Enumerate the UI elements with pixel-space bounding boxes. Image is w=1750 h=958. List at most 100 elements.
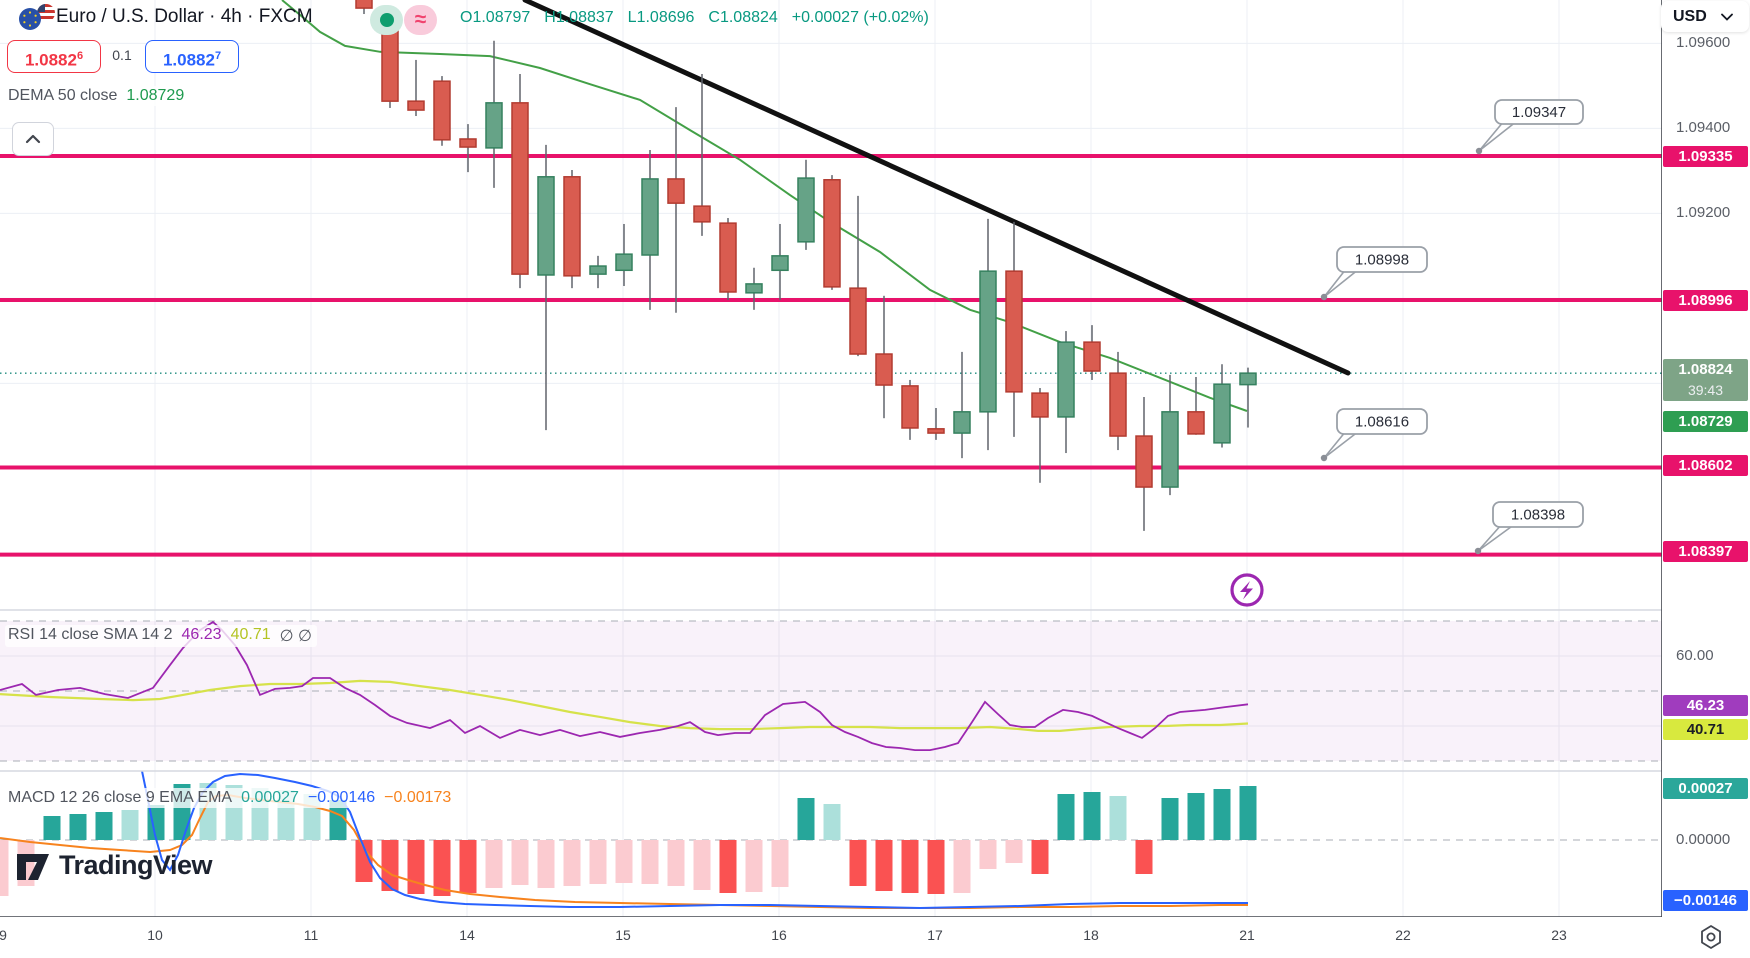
candle-down[interactable] <box>901 385 919 429</box>
time-axis-label[interactable]: 23 <box>1551 927 1567 943</box>
tradingview-watermark: TradingView <box>16 850 213 881</box>
macd-histogram-bar <box>953 840 971 893</box>
candle-down[interactable] <box>1031 392 1049 418</box>
macd-histogram-bar <box>511 840 529 885</box>
time-axis-label[interactable]: 15 <box>615 927 631 943</box>
candle-up[interactable] <box>641 178 659 256</box>
rsi-legend-label: RSI 14 close SMA 14 2 <box>8 626 173 643</box>
candle-down[interactable] <box>1135 435 1153 488</box>
time-axis-label[interactable]: 21 <box>1239 927 1255 943</box>
watermark-text: TradingView <box>59 850 213 880</box>
dema-50-line[interactable] <box>281 0 1248 412</box>
time-axis[interactable]: 9 10 11 14 15 16 17 18 21 22 23 <box>0 917 1750 958</box>
callout-anchor-dot <box>1474 547 1482 555</box>
candle-down[interactable] <box>823 179 841 288</box>
currency-selector[interactable]: USD <box>1661 1 1749 32</box>
signal-dot-marker[interactable] <box>370 5 403 35</box>
candle-down[interactable] <box>1005 270 1023 393</box>
price-badge: 1.08397 <box>1663 540 1748 562</box>
ohlc-close: C1.08824 <box>708 9 778 26</box>
candle-down[interactable] <box>511 102 529 275</box>
candle-up[interactable] <box>979 270 997 413</box>
candle-down[interactable] <box>407 100 425 111</box>
candle-down[interactable] <box>433 80 451 141</box>
candle-down[interactable] <box>927 428 945 434</box>
macd-histogram-bar <box>797 798 815 840</box>
macd-histogram-bar <box>485 840 503 888</box>
macd-histogram-bar <box>381 840 399 891</box>
callout-pointer <box>1478 120 1518 152</box>
candle-up[interactable] <box>797 177 815 243</box>
time-axis-label[interactable]: 10 <box>147 927 163 943</box>
candle-down[interactable] <box>849 287 867 355</box>
ohlc-readout: O1.08797 H1.08837 L1.08696 C1.08824 +0.0… <box>460 9 929 27</box>
candle-down[interactable] <box>1187 411 1205 435</box>
rsi-sma-line[interactable] <box>0 679 1249 732</box>
candle-up[interactable] <box>1161 411 1179 488</box>
collapse-pane-button[interactable] <box>12 122 54 156</box>
candle-down[interactable] <box>667 178 685 204</box>
price-callout[interactable] <box>1494 99 1584 125</box>
candle-up[interactable] <box>745 283 763 294</box>
candle-down[interactable] <box>563 176 581 277</box>
candle-down[interactable] <box>1109 372 1127 437</box>
descending-trendline[interactable] <box>522 0 1351 376</box>
time-axis-label[interactable]: 14 <box>459 927 475 943</box>
candle-down[interactable] <box>1083 341 1101 372</box>
candle-up[interactable] <box>485 102 503 149</box>
sell-price-sup: 6 <box>76 50 84 62</box>
callout-pointer <box>1323 430 1360 459</box>
price-callout[interactable] <box>1336 408 1428 435</box>
candle-up[interactable] <box>1057 341 1075 418</box>
macd-histogram-bar <box>433 840 451 896</box>
candle-down[interactable] <box>355 0 373 9</box>
time-axis-label[interactable]: 11 <box>303 927 319 943</box>
lightning-bolt-icon <box>1240 581 1253 600</box>
symbol-title[interactable]: Euro / U.S. Dollar · 4h · FXCM <box>56 6 313 27</box>
price-badge: 1.08729 <box>1663 410 1748 432</box>
price-callout-text: 1.08998 <box>1355 252 1409 269</box>
candle-up[interactable] <box>1239 372 1257 386</box>
sell-button[interactable]: 1.08826 <box>7 40 101 73</box>
candle-down[interactable] <box>381 27 399 102</box>
approx-marker[interactable]: ≈ <box>404 5 437 35</box>
price-callout[interactable] <box>1492 501 1584 528</box>
macd-signal-value: −0.00173 <box>384 789 452 806</box>
callout-anchor-dot <box>1320 293 1328 301</box>
macd-histogram-bar <box>875 840 893 891</box>
green-dot-icon <box>379 13 394 27</box>
time-axis-label[interactable]: 18 <box>1083 927 1099 943</box>
candle-down[interactable] <box>719 222 737 293</box>
callout-pointer <box>1323 268 1360 298</box>
price-axis-label: 1.09400 <box>1676 119 1731 136</box>
dema-legend-value: 1.08729 <box>126 87 185 104</box>
macd-histogram-bar <box>849 840 867 886</box>
dema-legend-row[interactable]: DEMA 50 close 1.08729 <box>5 86 190 106</box>
candle-up[interactable] <box>537 176 555 276</box>
time-axis-label[interactable]: 22 <box>1395 927 1411 943</box>
candle-down[interactable] <box>693 205 711 223</box>
price-callout[interactable] <box>1336 246 1428 273</box>
candle-up[interactable] <box>1213 383 1231 444</box>
candle-up[interactable] <box>771 255 789 272</box>
buy-button[interactable]: 1.08827 <box>145 40 239 73</box>
macd-legend-label: MACD 12 26 close 9 EMA EMA <box>8 789 233 806</box>
candle-down[interactable] <box>875 353 893 386</box>
candle-up[interactable] <box>589 265 607 275</box>
candle-up[interactable] <box>615 253 633 272</box>
price-axis[interactable]: 1.09600 1.09400 1.09200 60.00 0.00000 1.09335… <box>1662 0 1750 917</box>
price-badge: 46.23 <box>1663 694 1748 716</box>
timezone-settings-button[interactable] <box>1694 921 1728 953</box>
macd-histogram-bar <box>1031 840 1049 874</box>
macd-legend-row[interactable]: MACD 12 26 close 9 EMA EMA 0.00027 −0.00… <box>5 788 457 808</box>
candle-down[interactable] <box>459 138 477 148</box>
macd-histogram-bar <box>407 840 425 894</box>
rsi-legend-row[interactable]: RSI 14 close SMA 14 2 46.23 40.71 ∅ ∅ <box>5 625 317 647</box>
candle-up[interactable] <box>953 411 971 434</box>
time-axis-label[interactable]: 17 <box>927 927 943 943</box>
rsi-empty-set-icons: ∅ ∅ <box>279 628 312 645</box>
time-axis-label[interactable]: 9 <box>0 927 7 943</box>
time-axis-label[interactable]: 16 <box>771 927 787 943</box>
